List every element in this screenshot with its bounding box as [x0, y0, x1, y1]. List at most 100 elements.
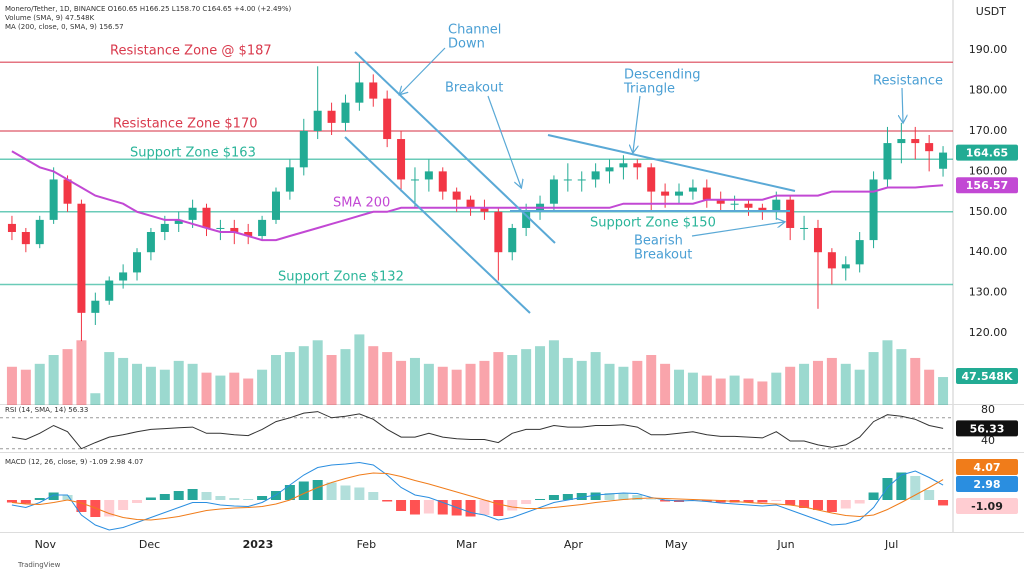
macd-histogram-bar	[701, 500, 712, 502]
volume-bar	[646, 355, 657, 405]
macd-histogram-bar	[868, 492, 879, 500]
sma-label: SMA 200	[333, 196, 390, 211]
volume-bar	[715, 378, 726, 405]
candle-body	[244, 232, 253, 237]
brand: TradingView	[17, 561, 61, 569]
y-tick-label: 170.00	[969, 124, 1008, 137]
macd-histogram-bar	[938, 500, 949, 506]
candle-body	[21, 232, 30, 245]
macd-histogram-bar	[535, 499, 546, 500]
candle-body	[7, 223, 16, 233]
candle-body	[702, 187, 711, 200]
macd-histogram-bar	[62, 495, 73, 500]
volume-bar	[562, 357, 573, 405]
macd-histogram-bar	[173, 491, 184, 500]
macd-histogram-bar	[590, 492, 601, 500]
candle-body	[410, 179, 419, 181]
macd-histogram-bar	[548, 495, 559, 500]
macd-histogram-bar	[145, 497, 156, 500]
triangle-top-line	[547, 134, 796, 192]
candle-body	[855, 240, 864, 265]
annotation: Resistance	[873, 74, 943, 89]
macd-badge-bg	[956, 476, 1018, 492]
volume-bar	[215, 375, 226, 405]
macd-histogram-bar	[493, 500, 504, 516]
volume-bar	[132, 363, 143, 405]
volume-bar	[535, 346, 546, 405]
candle-body	[105, 280, 114, 301]
rsi-badge-bg	[956, 420, 1018, 437]
candle-body	[522, 211, 531, 228]
rsi-title: RSI (14, SMA, 14) 56.33	[5, 406, 88, 414]
candle-body	[883, 143, 892, 180]
volume-bar	[118, 357, 129, 405]
volume-bar	[785, 366, 796, 405]
sma-badge-bg	[956, 177, 1018, 194]
macd-histogram-bar	[257, 496, 268, 500]
candle-body	[133, 252, 142, 273]
candle-body	[897, 139, 906, 144]
y-tick-label: 140.00	[969, 245, 1008, 258]
candle-body	[563, 179, 572, 181]
macd-histogram-bar	[562, 494, 573, 500]
volume-bar	[409, 357, 420, 405]
zone-label: Support Zone $150	[590, 216, 716, 231]
candle-body	[800, 227, 809, 229]
volume-bar	[104, 352, 115, 405]
candle-body	[285, 167, 294, 192]
volume-bar	[479, 360, 490, 405]
macd-histogram-bar	[757, 500, 768, 503]
macd-histogram-bar	[6, 500, 17, 503]
x-tick-label: 2023	[243, 538, 274, 551]
macd-histogram-bar	[660, 500, 671, 502]
macd-histogram-bar	[812, 500, 823, 510]
volume-bar	[868, 352, 879, 405]
volume-bar	[521, 349, 532, 405]
candle-body	[744, 203, 753, 208]
volume-bar	[826, 357, 837, 405]
macd-histogram-bar	[437, 500, 448, 515]
macd-histogram-bar	[646, 499, 657, 500]
volume-bar	[938, 377, 949, 405]
candle-body	[494, 211, 503, 253]
candle-body	[688, 187, 697, 192]
volume-bar	[34, 363, 45, 405]
macd-histogram-bar	[187, 489, 198, 500]
volume-badge: 47.548K	[962, 370, 1013, 383]
macd-histogram-bar	[298, 481, 309, 500]
macd-histogram-bar	[854, 500, 865, 504]
volume-bar	[687, 372, 698, 405]
volume-bar	[368, 346, 379, 405]
candle-body	[77, 203, 86, 313]
volume-bar	[48, 355, 59, 405]
legend-line: MA (200, close, 0, SMA, 9) 156.57	[5, 23, 124, 31]
unit-label: USDT	[976, 5, 1007, 18]
macd-histogram-bar	[604, 493, 615, 500]
candle-body	[605, 167, 614, 172]
candle-body	[258, 219, 267, 237]
volume-bar	[701, 375, 712, 405]
sma-line	[11, 150, 944, 242]
volume-bar	[924, 369, 935, 405]
volume-bar	[674, 369, 685, 405]
candle-body	[508, 227, 517, 253]
candle-body	[772, 199, 781, 212]
volume-bar	[757, 381, 768, 405]
volume-bar	[437, 366, 448, 405]
channel-lower-line	[344, 136, 531, 314]
macd-histogram-bar	[521, 500, 532, 504]
candle-body	[146, 232, 155, 253]
volume-bar	[382, 352, 393, 405]
candle-body	[786, 199, 795, 228]
volume-bar	[743, 378, 754, 405]
arrow	[691, 222, 784, 237]
volume-bar	[76, 340, 87, 405]
histogram-badge-bg	[956, 498, 1018, 514]
volume-bar	[159, 369, 170, 405]
macd-badge: 2.98	[973, 478, 1000, 491]
macd-histogram-bar	[924, 490, 935, 500]
candle-body	[591, 171, 600, 180]
candle-body	[869, 179, 878, 241]
